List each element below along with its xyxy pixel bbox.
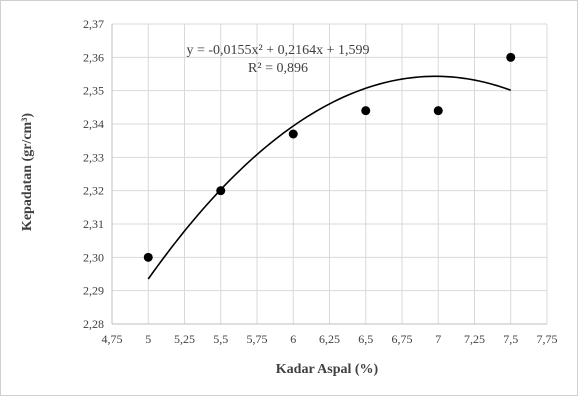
x-tick-label: 6,75 [392, 332, 413, 346]
x-tick-label: 6,5 [358, 332, 373, 346]
x-tick-label: 4,75 [102, 332, 123, 346]
y-tick-label: 2,34 [83, 117, 104, 131]
data-point [433, 106, 443, 116]
y-tick-label: 2,30 [83, 250, 104, 264]
x-tick-label: 7 [435, 332, 441, 346]
data-point [361, 106, 371, 116]
x-tick-label: 5,5 [213, 332, 228, 346]
trendline [147, 75, 512, 280]
y-tick-label: 2,31 [83, 217, 104, 231]
data-points [143, 52, 516, 262]
x-tick-label: 5,25 [174, 332, 195, 346]
y-tick-label: 2,35 [83, 84, 104, 98]
x-tick-label: 6,25 [319, 332, 340, 346]
data-point [506, 52, 516, 62]
axes [111, 24, 547, 325]
x-tick-label: 5 [145, 332, 151, 346]
x-axis-title: Kadar Aspal (%) [276, 362, 379, 377]
data-point [288, 129, 298, 139]
trendline-group [147, 75, 512, 280]
x-tick-labels: 4,75 5 5,25 5,5 5,75 6 6,25 6,5 6,75 7 7,25 7,5 7,75 [102, 332, 558, 346]
x-tick-label: 7,25 [464, 332, 485, 346]
y-axis-title: Kepadatan (gr/cm³) [20, 113, 35, 231]
y-tick-label: 2,36 [83, 50, 104, 64]
x-tick-label: 7,75 [537, 332, 558, 346]
y-tick-label: 2,32 [83, 184, 104, 198]
trendline-equation: y = -0,0155x² + 0,2164x + 1,599 [186, 43, 369, 58]
y-tick-label: 2,33 [83, 150, 104, 164]
x-tick-label: 7,5 [503, 332, 518, 346]
x-tick-label: 5,75 [247, 332, 268, 346]
y-tick-labels: 2,28 2,29 2,30 2,31 2,32 2,33 2,34 2,35 2,36 2,37 [83, 17, 104, 331]
y-tick-label: 2,29 [83, 284, 104, 298]
y-tick-label: 2,37 [83, 17, 104, 31]
y-tick-label: 2,28 [83, 317, 104, 331]
gridlines [112, 23, 548, 324]
trendline-r-squared: R² = 0,896 [248, 61, 308, 76]
x-tick-label: 6 [290, 332, 296, 346]
data-point [216, 186, 226, 196]
data-point [143, 252, 153, 262]
